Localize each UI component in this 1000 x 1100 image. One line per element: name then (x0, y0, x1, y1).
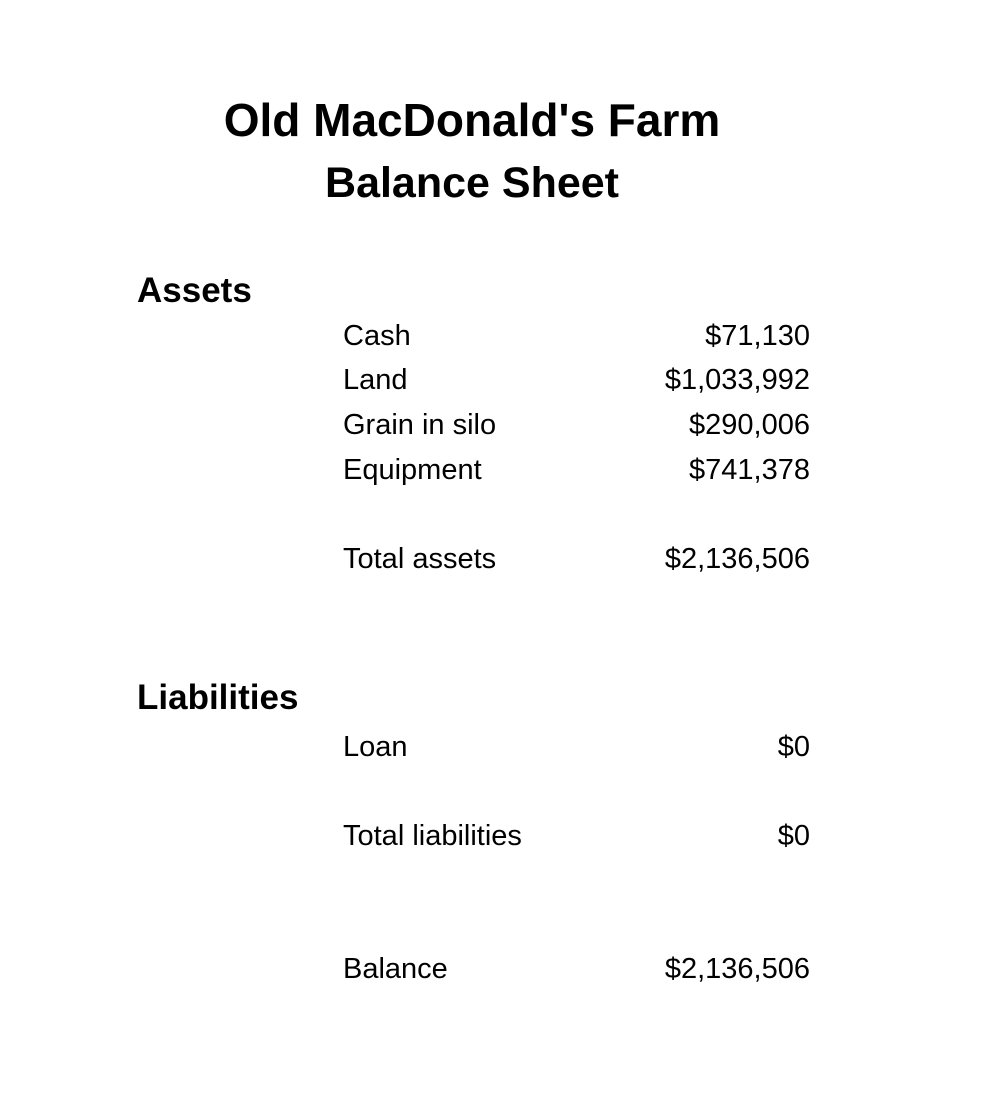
asset-label: Land (343, 364, 408, 396)
liability-row-loan: Loan $0 (343, 729, 810, 765)
asset-row-land: Land $1,033,992 (343, 362, 810, 398)
assets-heading: Assets (137, 271, 252, 310)
asset-label: Equipment (343, 454, 482, 486)
liabilities-heading: Liabilities (137, 678, 299, 717)
asset-value: $71,130 (705, 320, 810, 352)
document-subtitle: Balance Sheet (325, 159, 619, 207)
total-liabilities-row: Total liabilities $0 (343, 818, 810, 854)
balance-row: Balance $2,136,506 (343, 951, 810, 987)
balance-value: $2,136,506 (664, 953, 810, 985)
asset-value: $1,033,992 (664, 364, 810, 396)
total-assets-row: Total assets $2,136,506 (343, 541, 810, 577)
total-liabilities-label: Total liabilities (343, 820, 522, 852)
liability-value: $0 (777, 731, 810, 763)
document-title: Old MacDonald's Farm (223, 94, 721, 146)
total-assets-value: $2,136,506 (664, 543, 810, 575)
asset-value: $290,006 (689, 409, 810, 441)
asset-value: $741,378 (689, 454, 810, 486)
total-liabilities-value: $0 (777, 820, 810, 852)
balance-label: Balance (343, 953, 448, 985)
asset-row-cash: Cash $71,130 (343, 318, 810, 354)
asset-label: Grain in silo (343, 409, 497, 441)
asset-row-equipment: Equipment $741,378 (343, 452, 810, 488)
asset-label: Cash (343, 320, 411, 352)
asset-row-grain-in-silo: Grain in silo $290,006 (343, 407, 810, 443)
liability-label: Loan (343, 731, 408, 763)
total-assets-label: Total assets (343, 543, 497, 575)
